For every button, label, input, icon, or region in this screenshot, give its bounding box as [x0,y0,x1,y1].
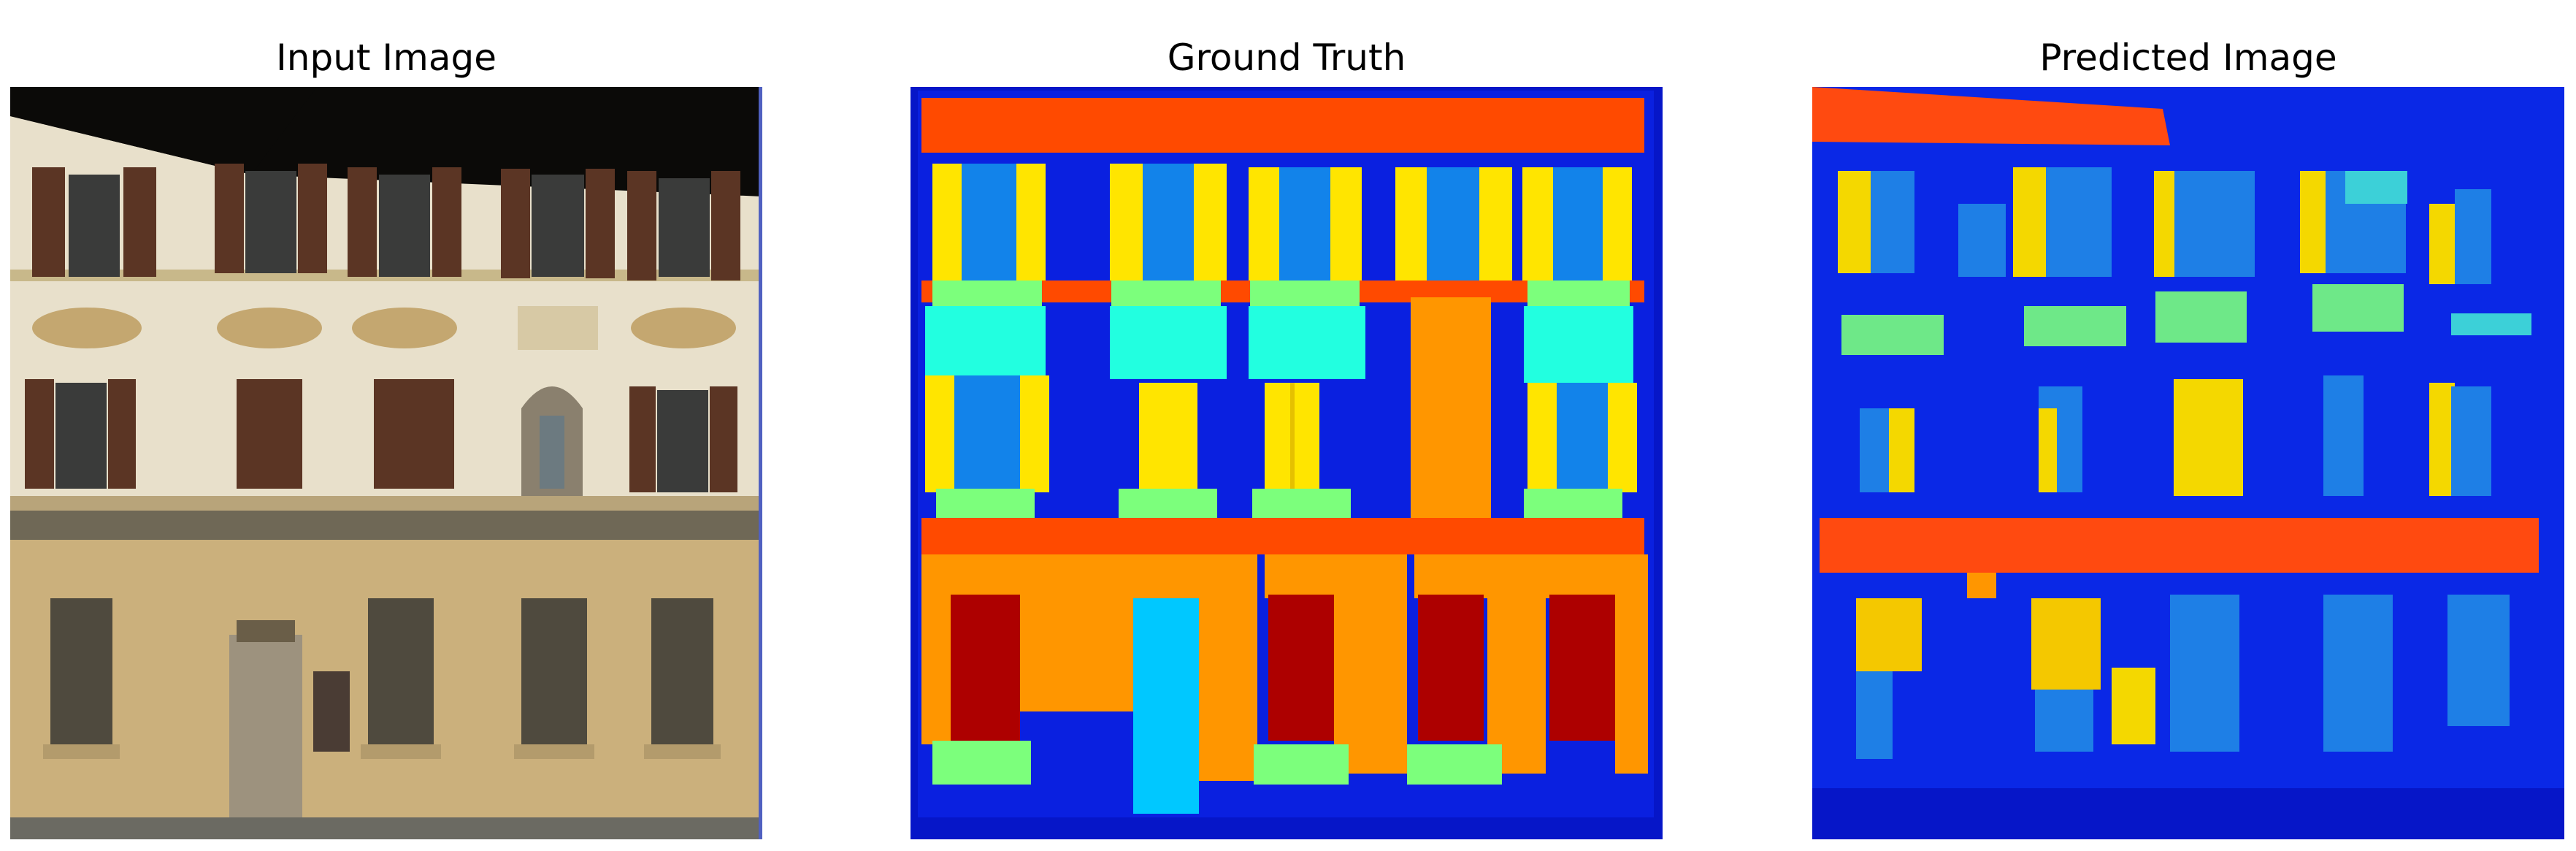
panel-title-ground-truth: Ground Truth [1167,37,1406,79]
predicted-drawing [1812,87,2564,839]
ground-truth-image [911,87,1663,839]
panel-title-input: Input Image [276,37,497,79]
predicted-image [1812,87,2564,839]
ground-truth-drawing [911,87,1663,839]
input-image [10,87,762,839]
panel-title-predicted: Predicted Image [2039,37,2337,79]
input-image-drawing [10,87,762,839]
